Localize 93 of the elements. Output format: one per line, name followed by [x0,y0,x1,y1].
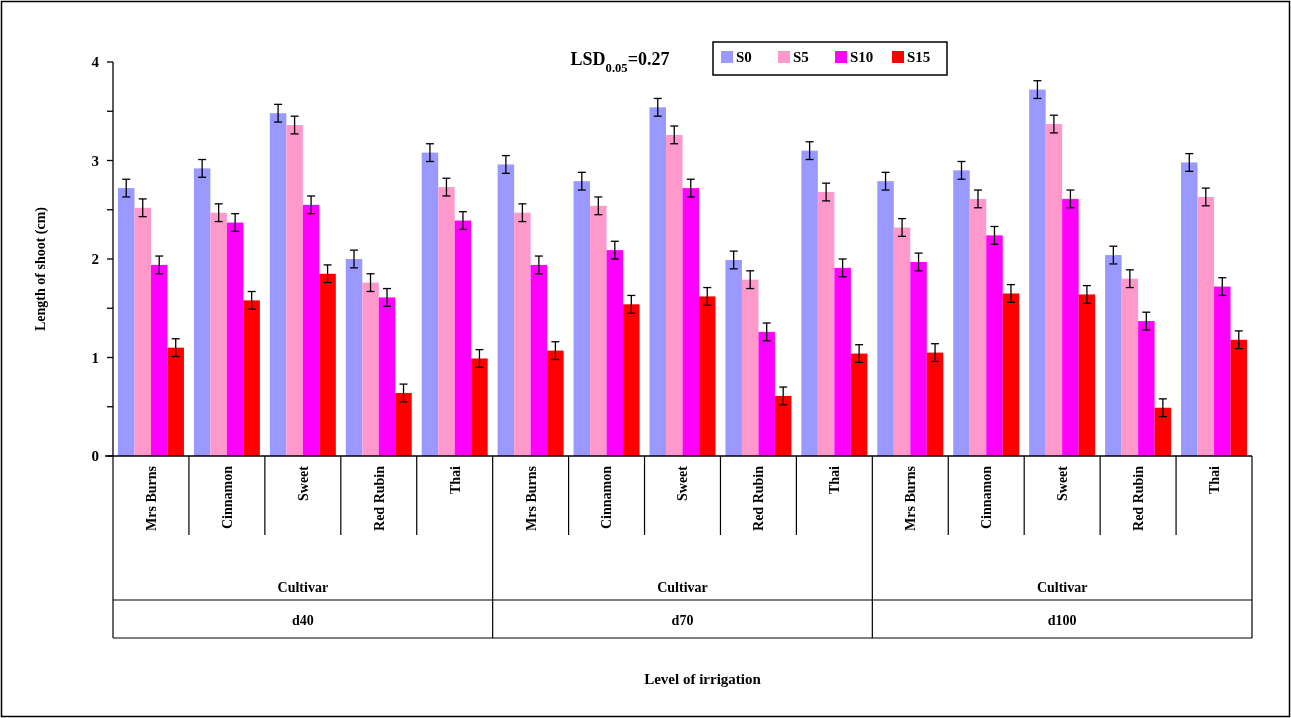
bar [774,395,792,456]
bar [345,259,363,456]
x-tick-label: Thai [827,465,843,495]
bar [926,352,944,456]
bar [1154,407,1172,456]
bar [953,170,970,456]
legend-label: S5 [793,49,809,65]
bar [758,331,775,456]
text: Level of irrigation [644,671,762,687]
text: Cultivar [1036,580,1088,595]
x-tick-label: Sweet [675,465,691,501]
text: Cultivar [657,580,708,595]
bar [1197,196,1215,456]
x-tick-label: Sweet [295,465,311,501]
bar [649,107,666,456]
x-tick-label: Red Rubin [1131,465,1146,531]
bar [210,212,227,456]
bar [682,188,699,456]
bar [438,187,455,456]
bar [1078,294,1096,456]
bar [378,297,396,456]
bar [167,347,184,456]
y-tick-label: 4 [91,54,100,71]
bar [454,220,472,456]
y-tick-label: 0 [91,448,99,465]
bar [1230,339,1248,456]
x-tick-label: Cinnamon [979,465,995,530]
bar [725,259,742,456]
bar [801,150,818,456]
x-tick-label: Red Rubin [371,465,387,531]
bar [893,227,911,456]
bar [1062,198,1079,456]
bar [910,261,927,456]
bar [421,152,439,456]
bar [1138,321,1155,456]
legend-label: S15 [907,49,931,65]
y-tick-label: 1 [91,349,99,366]
bar [1002,293,1020,456]
text: Cultivar [277,580,329,595]
annotation: LSD$_{0.05}$=0.27 [570,49,670,75]
bar [286,125,303,456]
x-tick-label: Cinnamon [219,465,235,530]
bar [623,304,640,456]
bar [606,250,624,456]
bar [590,205,607,456]
y-tick-label: 2 [91,251,99,268]
bar [834,267,851,456]
bar [302,204,320,456]
x-tick-label: Mrs Burns [143,465,159,531]
bar [1121,278,1139,456]
bar [514,212,531,456]
bar [395,392,412,456]
bar [850,353,868,456]
legend-label: S0 [736,49,752,65]
bar [226,222,244,456]
bar [319,273,336,456]
x-tick-label: Thai [447,465,463,495]
y-tick-label: 3 [91,152,99,169]
bar [666,134,683,456]
bar [530,264,548,456]
bar [817,192,835,456]
bar [269,113,287,456]
x-tick-label: Mrs Burns [523,465,539,531]
x-tick-label: Thai [1206,465,1222,495]
bar [1105,255,1122,456]
bar [969,198,987,456]
text: d40 [291,613,314,628]
bar [573,181,591,456]
text: d70 [671,613,694,628]
x-tick-label: Red Rubin [751,465,767,531]
bar [1181,162,1198,456]
bar [1029,89,1046,456]
bar [134,207,151,456]
bar [243,300,260,456]
bar [117,188,135,456]
bar [1214,286,1231,456]
bar [471,358,488,456]
bar [986,235,1003,456]
bar [547,350,564,456]
bar [150,264,168,456]
bar [877,181,894,456]
bar [497,164,515,456]
x-tick-label: Mrs Burns [903,465,919,531]
x-tick-label: Sweet [1055,465,1071,501]
bar [1045,124,1063,456]
bar [193,168,211,456]
text: d100 [1047,613,1077,628]
bar [699,296,716,456]
bar [362,282,379,456]
x-tick-label: Cinnamon [599,465,615,530]
legend-label: S10 [850,49,874,65]
y-axis-title: Length of shoot (cm) [33,206,49,332]
bar [741,279,759,456]
